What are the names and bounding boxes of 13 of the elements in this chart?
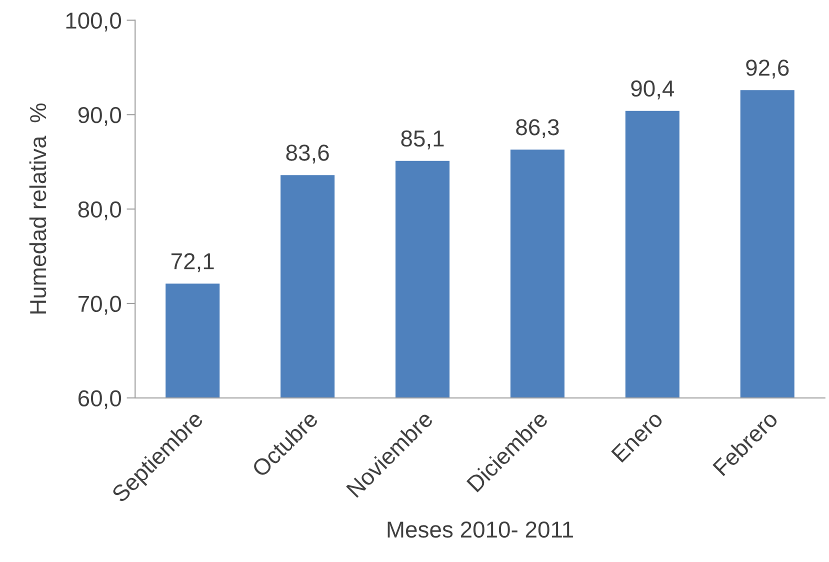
data-label: 85,1: [401, 130, 444, 150]
y-tick-label: 80,0: [78, 201, 122, 220]
data-label: 83,6: [286, 144, 329, 164]
y-tick-label: 60,0: [78, 390, 122, 410]
y-axis-title: Humedad relativa %: [29, 104, 46, 314]
y-tick-label: 70,0: [78, 296, 122, 315]
x-axis-title: Meses 2010- 2011: [388, 521, 573, 538]
y-tick-label: 100,0: [66, 12, 122, 32]
data-label: 86,3: [516, 119, 559, 138]
y-tick-label: 90,0: [78, 106, 122, 126]
data-label: 90,4: [631, 80, 674, 100]
data-label: 92,6: [746, 60, 789, 79]
data-label: 72,1: [171, 253, 214, 272]
